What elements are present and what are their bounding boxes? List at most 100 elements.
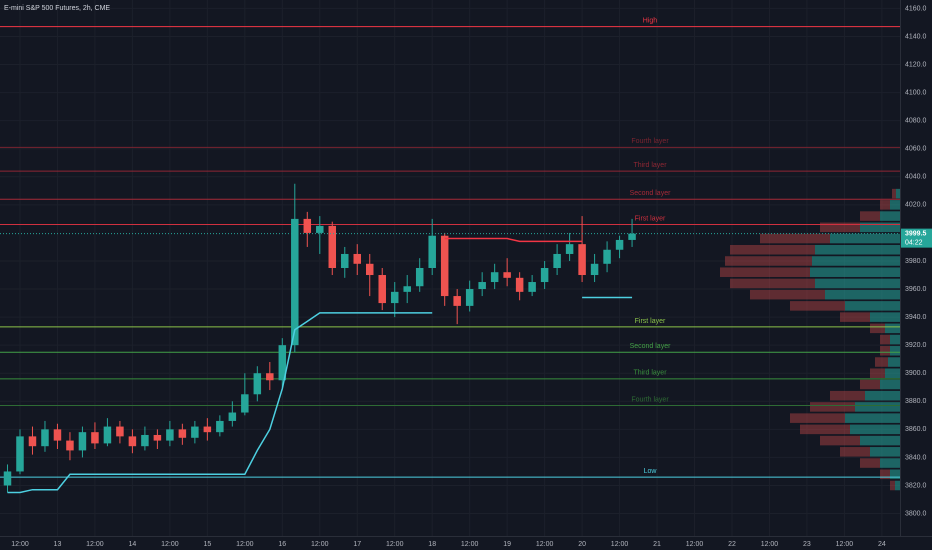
candle-body	[216, 420, 224, 433]
x-tick-label: 18	[428, 541, 436, 548]
candle-body	[365, 263, 374, 276]
profile-up	[880, 458, 900, 468]
candle-body	[615, 239, 624, 250]
countdown-label: 04:22	[905, 239, 923, 246]
candle-body	[478, 282, 486, 290]
y-tick-label: 3860.0	[905, 426, 927, 433]
profile-down	[860, 458, 880, 468]
candle-body	[628, 233, 636, 240]
candle-body	[166, 429, 174, 441]
candle-body	[316, 225, 324, 233]
y-tick-label: 4120.0	[905, 61, 927, 68]
x-tick-label: 23	[803, 541, 811, 548]
candle-body	[141, 434, 149, 447]
candle-body	[228, 412, 237, 421]
profile-up	[890, 346, 900, 356]
candle-body	[465, 289, 474, 306]
candle-body	[590, 263, 599, 276]
y-tick-label: 3920.0	[905, 342, 927, 349]
candle-body	[490, 272, 499, 283]
profile-down	[800, 424, 850, 435]
x-tick-label: 14	[129, 541, 137, 548]
level-label: Third layer	[633, 162, 667, 169]
profile-up	[812, 256, 900, 266]
profile-up	[895, 480, 900, 491]
candle-body	[603, 249, 611, 264]
candle-body	[440, 235, 449, 297]
x-tick-label: 15	[203, 541, 211, 548]
candle-body	[3, 471, 12, 486]
profile-down	[880, 200, 890, 210]
profile-down	[820, 222, 860, 233]
x-tick-label: 12:00	[86, 541, 104, 548]
candle-body	[78, 432, 87, 451]
last-price-label: 3999.5	[905, 230, 927, 237]
level-label: Second layer	[630, 343, 672, 350]
candle-body	[16, 436, 24, 472]
y-tick-label: 4080.0	[905, 118, 927, 125]
level-label: Fourth layer	[631, 138, 669, 145]
level-label: Second layer	[630, 190, 672, 197]
candle-body	[253, 373, 262, 395]
profile-down	[890, 480, 895, 491]
profile-up	[815, 278, 900, 289]
x-tick-label: 22	[728, 541, 736, 548]
profile-up	[885, 368, 900, 379]
profile-up	[855, 402, 900, 412]
profile-down	[760, 233, 830, 244]
candle-body	[178, 429, 187, 438]
profile-down	[730, 278, 815, 289]
candle-body	[341, 253, 349, 268]
profile-down	[892, 188, 896, 199]
level-label: Third layer	[633, 370, 667, 377]
profile-up	[825, 289, 900, 300]
x-tick-label: 12:00	[311, 541, 329, 548]
profile-up	[880, 379, 900, 390]
profile-down	[875, 357, 888, 367]
x-tick-label: 12:00	[761, 541, 779, 548]
profile-down	[820, 435, 860, 446]
profile-up	[870, 312, 900, 322]
candle-body	[528, 282, 536, 292]
candle-body	[28, 436, 37, 447]
candle-body	[191, 426, 199, 438]
profile-up	[896, 188, 900, 199]
stop-line	[7, 312, 433, 494]
x-tick-label: 12:00	[236, 541, 254, 548]
last-price-tag	[901, 228, 932, 248]
y-tick-label: 3940.0	[905, 314, 927, 321]
profile-down	[880, 334, 890, 345]
profile-up	[830, 233, 900, 244]
chart-title: E-mini S&P 500 Futures, 2h, CME	[4, 5, 110, 12]
y-tick-label: 3980.0	[905, 258, 927, 265]
profile-up	[815, 244, 900, 255]
level-label: First layer	[635, 215, 666, 222]
candle-body	[303, 218, 312, 233]
candle-body	[203, 426, 212, 433]
profile-up	[845, 413, 900, 423]
level-label: Low	[644, 468, 658, 475]
profile-down	[750, 289, 825, 300]
candle-body	[503, 272, 511, 278]
y-tick-label: 4060.0	[905, 146, 927, 153]
candle-body	[91, 432, 99, 444]
y-tick-label: 4140.0	[905, 33, 927, 40]
y-tick-label: 3840.0	[905, 454, 927, 461]
profile-down	[730, 244, 815, 255]
x-tick-label: 12:00	[161, 541, 179, 548]
candle-body	[540, 268, 549, 283]
profile-up	[890, 334, 900, 345]
profile-down	[790, 413, 845, 423]
candle-body	[153, 434, 162, 441]
candle-body	[266, 373, 274, 381]
y-tick-label: 3900.0	[905, 370, 927, 377]
x-tick-label: 20	[578, 541, 586, 548]
level-label: High	[643, 18, 658, 25]
profile-down	[880, 346, 890, 356]
x-tick-label: 12:00	[686, 541, 704, 548]
profile-down	[810, 402, 855, 412]
stop-line	[444, 237, 583, 243]
profile-up	[890, 469, 900, 480]
y-tick-label: 4040.0	[905, 174, 927, 181]
